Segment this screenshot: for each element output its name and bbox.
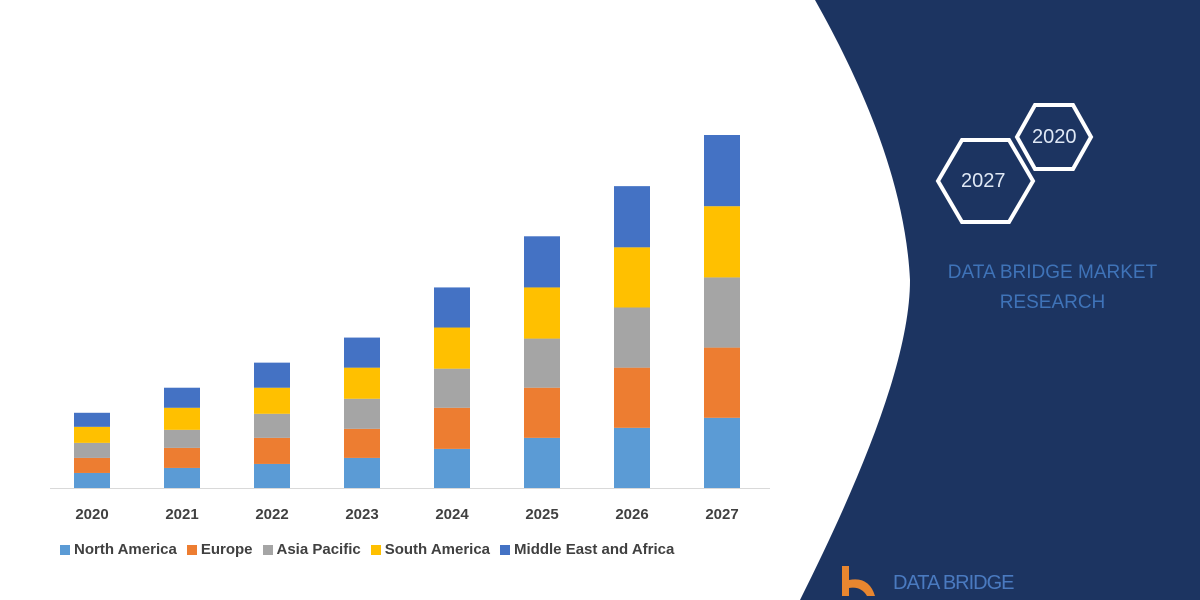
legend-label: Europe (200, 541, 253, 558)
logo-text: DATA BRIDGE (893, 572, 1015, 594)
bar-segment-2027-north-america (704, 417, 740, 488)
bar-segment-2024-asia-pacific (434, 368, 470, 408)
bar-segment-2021-asia-pacific (164, 429, 200, 448)
bar-segment-2023-middle-east-and-africa (344, 337, 380, 368)
legend-item: North America (60, 541, 177, 558)
bar-segment-2027-europe (704, 347, 740, 418)
legend-label: Asia Pacific (276, 541, 361, 558)
legend-item: Asia Pacific (262, 541, 361, 558)
hexagon-label-2020: 2020 (1032, 126, 1077, 148)
legend-item: Middle East and Africa (500, 541, 674, 558)
bar-segment-2025-asia-pacific (524, 338, 560, 388)
bar-segment-2022-south-america (254, 387, 290, 414)
bar-segment-2024-south-america (434, 327, 470, 369)
bar-segment-2020-north-america (74, 472, 110, 488)
legend-label: South America (384, 541, 491, 558)
bar-segment-2023-europe (344, 428, 380, 458)
legend-swatch (370, 544, 381, 555)
bar-segment-2027-south-america (704, 206, 740, 278)
bar-segment-2021-north-america (164, 467, 200, 488)
bar-segment-2023-north-america (344, 457, 380, 488)
hexagon-2020 (1014, 103, 1094, 171)
bar-segment-2021-europe (164, 447, 200, 468)
hexagon-2027 (935, 138, 1036, 224)
legend-swatch (60, 544, 70, 555)
legend-label: Middle East and Africa (514, 541, 675, 558)
bar-segment-2024-europe (434, 407, 470, 449)
bar-segment-2020-europe (74, 457, 110, 473)
bar-segment-2027-middle-east-and-africa (704, 135, 740, 207)
bar-segment-2024-north-america (434, 448, 470, 488)
bar-segment-2022-europe (254, 437, 290, 464)
x-tick-label: 2020 (75, 506, 108, 523)
bar-segment-2026-north-america (614, 427, 650, 488)
bar-segment-2023-south-america (344, 367, 380, 399)
bar-segment-2025-north-america (524, 437, 560, 488)
bar-segment-2025-middle-east-and-africa (524, 236, 560, 288)
bar-segment-2025-europe (524, 387, 560, 438)
bar-segment-2026-asia-pacific (614, 307, 650, 368)
bar-segment-2023-asia-pacific (344, 398, 380, 429)
bar-segment-2026-south-america (614, 247, 650, 308)
legend-item: Europe (186, 541, 253, 558)
x-tick-label: 2022 (255, 506, 288, 523)
brand-line-2: RESEARCH (999, 292, 1106, 313)
x-tick-label: 2026 (615, 506, 648, 523)
stacked-bar-chart: 2020 2021 2022 2023 2024 2025 2026 2027 (50, 135, 770, 523)
legend-item: South America (370, 541, 491, 558)
bar-segment-2020-asia-pacific (74, 442, 110, 458)
legend-swatch (500, 544, 511, 555)
bar-segment-2020-south-america (74, 426, 110, 443)
bar-segment-2021-south-america (164, 407, 200, 430)
chart-legend: North America Europe Asia Pacific South Ame… (60, 541, 674, 558)
bar-segment-2025-south-america (524, 287, 560, 339)
x-tick-label: 2024 (435, 506, 469, 523)
bar-segment-2026-middle-east-and-africa (614, 186, 650, 248)
bar-segment-2024-middle-east-and-africa (434, 287, 470, 328)
bar-segment-2022-middle-east-and-africa (254, 362, 290, 388)
bar-segment-2026-europe (614, 367, 650, 428)
bar-segment-2022-asia-pacific (254, 413, 290, 438)
brand-line-1: DATA BRIDGE MARKET (947, 262, 1158, 283)
logo-icon (842, 566, 875, 596)
legend-swatch (186, 544, 197, 555)
x-tick-label: 2021 (165, 506, 198, 523)
legend-label: North America (74, 541, 177, 558)
bar-segment-2020-middle-east-and-africa (74, 412, 110, 427)
x-tick-label: 2025 (525, 506, 558, 523)
x-tick-label: 2023 (345, 506, 378, 523)
hexagon-label-2027: 2027 (961, 170, 1006, 192)
x-tick-label: 2027 (705, 506, 738, 523)
brand-text: DATA BRIDGE MARKET RESEARCH (925, 258, 1180, 318)
bar-segment-2022-north-america (254, 463, 290, 488)
bar-segment-2021-middle-east-and-africa (164, 387, 200, 408)
navy-side-panel (800, 0, 1200, 600)
legend-swatch (262, 544, 273, 555)
bar-segment-2027-asia-pacific (704, 277, 740, 348)
